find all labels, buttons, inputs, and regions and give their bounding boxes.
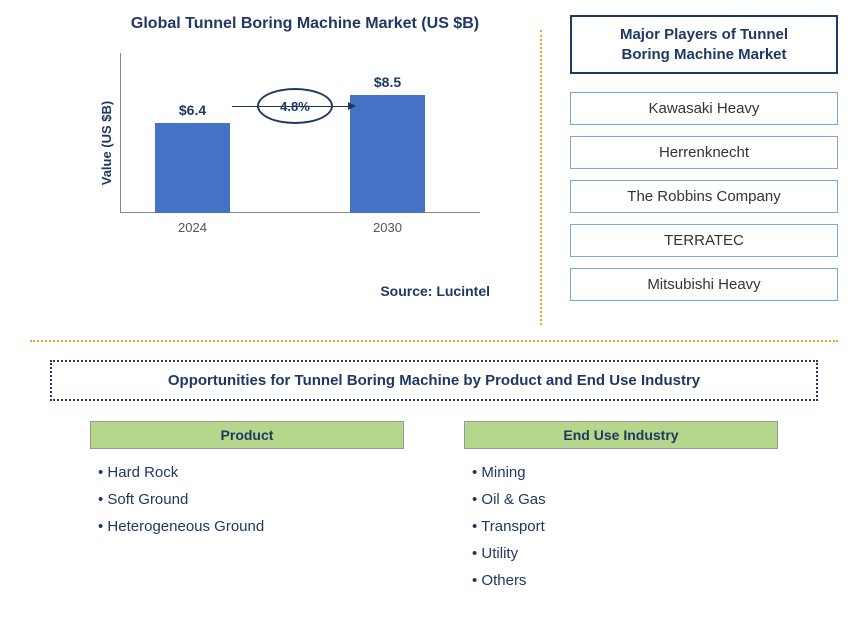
y-axis-line [120, 53, 121, 213]
player-item: The Robbins Company [570, 180, 838, 213]
enduse-list: Mining Oil & Gas Transport Utility Other… [464, 459, 778, 594]
enduse-header: End Use Industry [464, 421, 778, 449]
x-tick-2030: 2030 [350, 220, 425, 235]
player-item: Herrenknecht [570, 136, 838, 169]
players-title: Major Players of Tunnel Boring Machine M… [570, 15, 838, 74]
list-item: Soft Ground [98, 486, 404, 513]
categories-row: Product Hard Rock Soft Ground Heterogene… [50, 421, 818, 594]
opportunities-title: Opportunities for Tunnel Boring Machine … [50, 360, 818, 401]
list-item: Mining [472, 459, 778, 486]
players-title-line1: Major Players of Tunnel [620, 26, 788, 43]
growth-annotation: 4.8% [245, 88, 345, 124]
player-item: Kawasaki Heavy [570, 92, 838, 125]
players-title-line2: Boring Machine Market [621, 46, 786, 63]
bar-2024 [155, 123, 230, 213]
bar-label-2030: $8.5 [350, 74, 425, 90]
source-label: Source: Lucintel [30, 283, 490, 299]
growth-arrow-head-icon [348, 102, 356, 110]
growth-ellipse: 4.8% [257, 88, 333, 124]
opportunities-section: Opportunities for Tunnel Boring Machine … [0, 342, 868, 604]
list-item: Oil & Gas [472, 486, 778, 513]
y-axis-label: Value (US $B) [99, 101, 114, 186]
player-item: TERRATEC [570, 224, 838, 257]
top-section: Global Tunnel Boring Machine Market (US … [0, 0, 868, 340]
list-item: Utility [472, 540, 778, 567]
chart-area: Global Tunnel Boring Machine Market (US … [0, 0, 540, 340]
bar-label-2024: $6.4 [155, 102, 230, 118]
chart-title: Global Tunnel Boring Machine Market (US … [90, 15, 520, 33]
list-item: Others [472, 567, 778, 594]
player-item: Mitsubishi Heavy [570, 268, 838, 301]
bar-2030 [350, 95, 425, 213]
x-tick-2024: 2024 [155, 220, 230, 235]
list-item: Hard Rock [98, 459, 404, 486]
players-panel: Major Players of Tunnel Boring Machine M… [540, 0, 868, 340]
bar-chart: Value (US $B) $6.4 2024 $8.5 2030 4.8% [120, 53, 480, 233]
product-list: Hard Rock Soft Ground Heterogeneous Grou… [90, 459, 404, 540]
product-header: Product [90, 421, 404, 449]
vertical-divider [540, 30, 542, 325]
list-item: Transport [472, 513, 778, 540]
product-column: Product Hard Rock Soft Ground Heterogene… [90, 421, 404, 594]
list-item: Heterogeneous Ground [98, 513, 404, 540]
enduse-column: End Use Industry Mining Oil & Gas Transp… [464, 421, 778, 594]
